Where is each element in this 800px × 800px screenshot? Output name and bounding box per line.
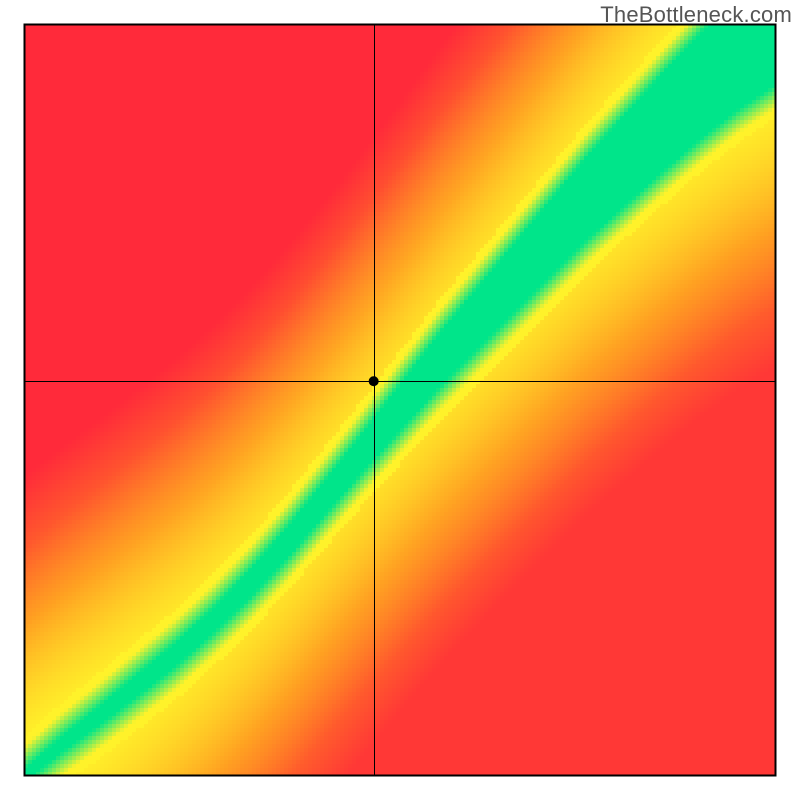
watermark-text: TheBottleneck.com [600, 2, 792, 28]
heatmap-canvas [0, 0, 800, 800]
chart-container: TheBottleneck.com [0, 0, 800, 800]
